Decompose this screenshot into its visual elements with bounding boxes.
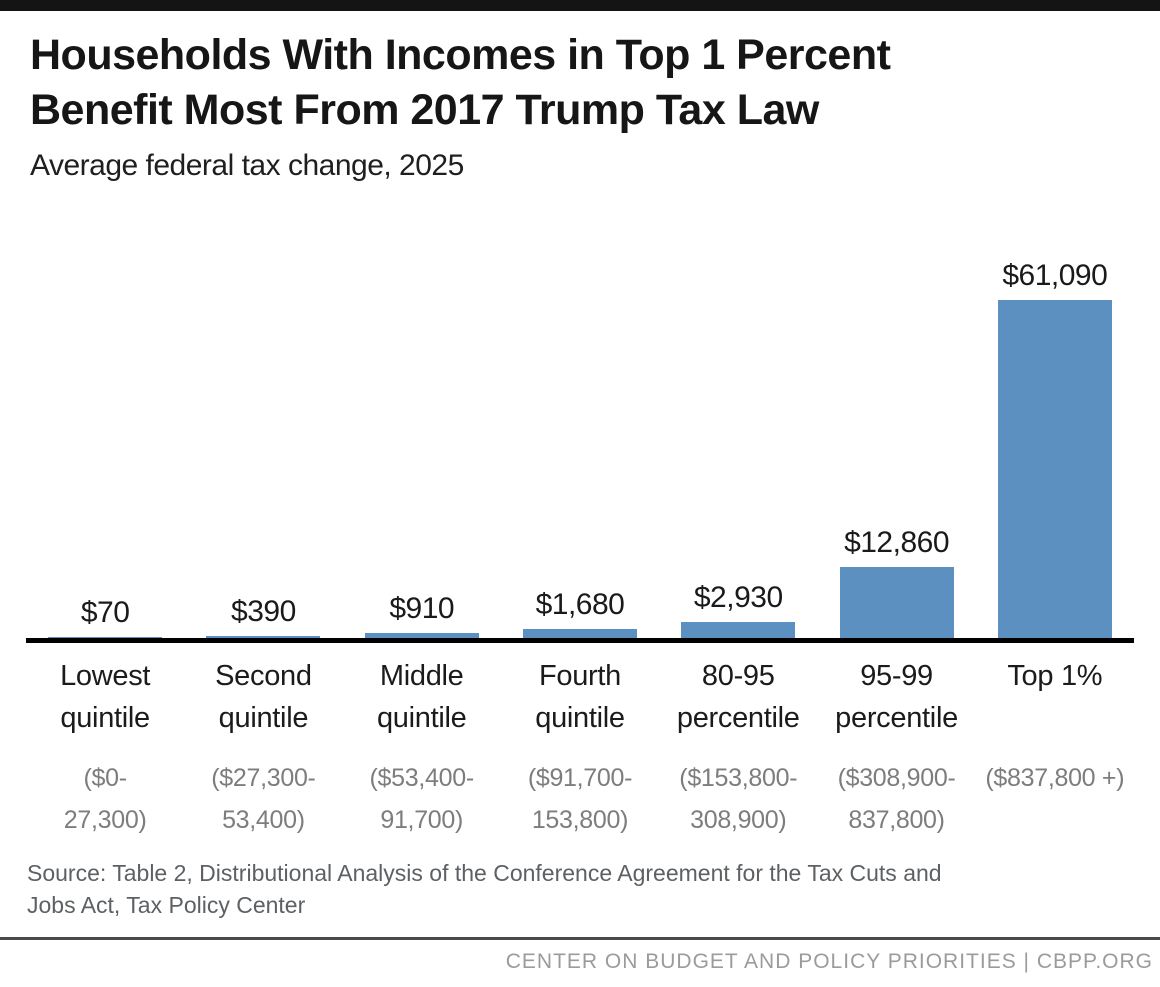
x-axis-line bbox=[26, 638, 1134, 643]
category-cell: 95-99 percentile ($308,900- 837,800) bbox=[817, 655, 975, 841]
category-label-line: quintile bbox=[376, 702, 467, 734]
category-cell: Lowest quintile ($0- 27,300) bbox=[26, 655, 184, 841]
category-label: Top 1% bbox=[976, 655, 1134, 739]
category-label-line: percentile bbox=[835, 702, 958, 734]
chart-header: Households With Incomes in Top 1 Percent… bbox=[0, 11, 1160, 184]
bar bbox=[839, 567, 954, 638]
bar-value-label: $2,930 bbox=[693, 581, 783, 614]
category-label: Fourth quintile bbox=[501, 655, 659, 739]
page-title-line1: Households With Incomes in Top 1 Percent bbox=[30, 31, 891, 79]
bar-column: $2,930 bbox=[659, 581, 817, 638]
category-label: Second quintile bbox=[184, 655, 342, 739]
category-label-line: quintile bbox=[60, 702, 150, 734]
income-range-line: 27,300) bbox=[63, 806, 147, 834]
category-label: 95-99 percentile bbox=[817, 655, 975, 739]
category-cell: Second quintile ($27,300- 53,400) bbox=[184, 655, 342, 841]
income-range-line: ($27,300- bbox=[211, 764, 316, 792]
income-range-line: 91,700) bbox=[380, 806, 464, 834]
bar bbox=[522, 629, 637, 638]
income-range-label: ($308,900- 837,800) bbox=[817, 757, 975, 841]
income-range-label: ($27,300- 53,400) bbox=[184, 757, 342, 841]
category-label-line: percentile bbox=[676, 702, 800, 734]
top-border-bar bbox=[0, 0, 1160, 11]
category-label-line: 95-99 bbox=[860, 660, 933, 692]
category-label-line: quintile bbox=[218, 702, 309, 734]
source-note-line2: Jobs Act, Tax Policy Center bbox=[27, 892, 306, 918]
bar bbox=[48, 637, 163, 638]
bar bbox=[364, 633, 479, 638]
bar-value-label: $1,680 bbox=[535, 588, 625, 621]
income-range-line: ($837,800 +) bbox=[985, 764, 1125, 792]
page-title-line2: Benefit Most From 2017 Trump Tax Law bbox=[30, 86, 819, 134]
category-cell: Fourth quintile ($91,700- 153,800) bbox=[501, 655, 659, 841]
category-label-line: Lowest bbox=[60, 660, 151, 692]
category-label-line: 80-95 bbox=[701, 660, 775, 692]
bar-column: $12,860 bbox=[817, 526, 975, 638]
income-range-line: ($0- bbox=[83, 764, 128, 792]
footer-credit: CENTER ON BUDGET AND POLICY PRIORITIES |… bbox=[505, 950, 1153, 973]
bar-column: $1,680 bbox=[501, 588, 659, 638]
page-title: Households With Incomes in Top 1 Percent… bbox=[30, 28, 1130, 138]
income-range-line: ($153,800- bbox=[679, 764, 798, 792]
bar-value-label: $910 bbox=[389, 592, 455, 625]
category-label: 80-95 percentile bbox=[659, 655, 817, 739]
income-range-line: 837,800) bbox=[848, 806, 945, 834]
income-range-label: ($837,800 +) bbox=[976, 757, 1134, 799]
bar-column: $61,090 bbox=[976, 259, 1134, 638]
bar-column: $910 bbox=[343, 592, 501, 638]
bar-chart: $70 $390 $910 $1,680 $2,930 $12,860 $61,090 Lo… bbox=[26, 184, 1134, 841]
category-label: Lowest quintile bbox=[26, 655, 184, 739]
source-note-line1: Source: Table 2, Distributional Analysis… bbox=[27, 860, 942, 886]
income-range-line: ($53,400- bbox=[369, 764, 475, 792]
income-range-line: 308,900) bbox=[690, 806, 787, 834]
bar-value-label: $61,090 bbox=[1002, 259, 1108, 292]
bar-column: $390 bbox=[184, 595, 342, 638]
income-range-line: 53,400) bbox=[222, 806, 305, 834]
category-label: Middle quintile bbox=[343, 655, 501, 739]
income-range-label: ($153,800- 308,900) bbox=[659, 757, 817, 841]
category-labels-row: Lowest quintile ($0- 27,300) Second quintile (… bbox=[26, 655, 1134, 841]
income-range-line: ($91,700- bbox=[527, 764, 633, 792]
plot-area: $70 $390 $910 $1,680 $2,930 $12,860 $61,090 bbox=[26, 184, 1134, 638]
category-cell: Middle quintile ($53,400- 91,700) bbox=[343, 655, 501, 841]
category-label-line: Middle bbox=[379, 660, 464, 692]
income-range-line: ($308,900- bbox=[837, 764, 956, 792]
chart-subtitle: Average federal tax change, 2025 bbox=[30, 149, 464, 182]
income-range-label: ($0- 27,300) bbox=[26, 757, 184, 841]
source-note: Source: Table 2, Distributional Analysis… bbox=[27, 857, 1130, 921]
bar bbox=[681, 622, 796, 638]
category-label-line: Fourth bbox=[538, 660, 621, 692]
bar-column: $70 bbox=[26, 596, 184, 638]
footer-divider bbox=[0, 937, 1160, 940]
category-label-line: Second bbox=[215, 660, 312, 692]
income-range-label: ($91,700- 153,800) bbox=[501, 757, 659, 841]
bar bbox=[206, 636, 321, 638]
income-range-label: ($53,400- 91,700) bbox=[343, 757, 501, 841]
bar-value-label: $390 bbox=[231, 595, 296, 628]
category-cell: 80-95 percentile ($153,800- 308,900) bbox=[659, 655, 817, 841]
bar-value-label: $70 bbox=[80, 596, 130, 629]
category-label-line: quintile bbox=[535, 702, 625, 734]
bar bbox=[997, 300, 1112, 638]
income-range-line: 153,800) bbox=[531, 806, 629, 834]
bar-value-label: $12,860 bbox=[844, 526, 950, 559]
category-label-line: Top 1% bbox=[1007, 660, 1103, 692]
category-cell: Top 1% ($837,800 +) bbox=[976, 655, 1134, 841]
